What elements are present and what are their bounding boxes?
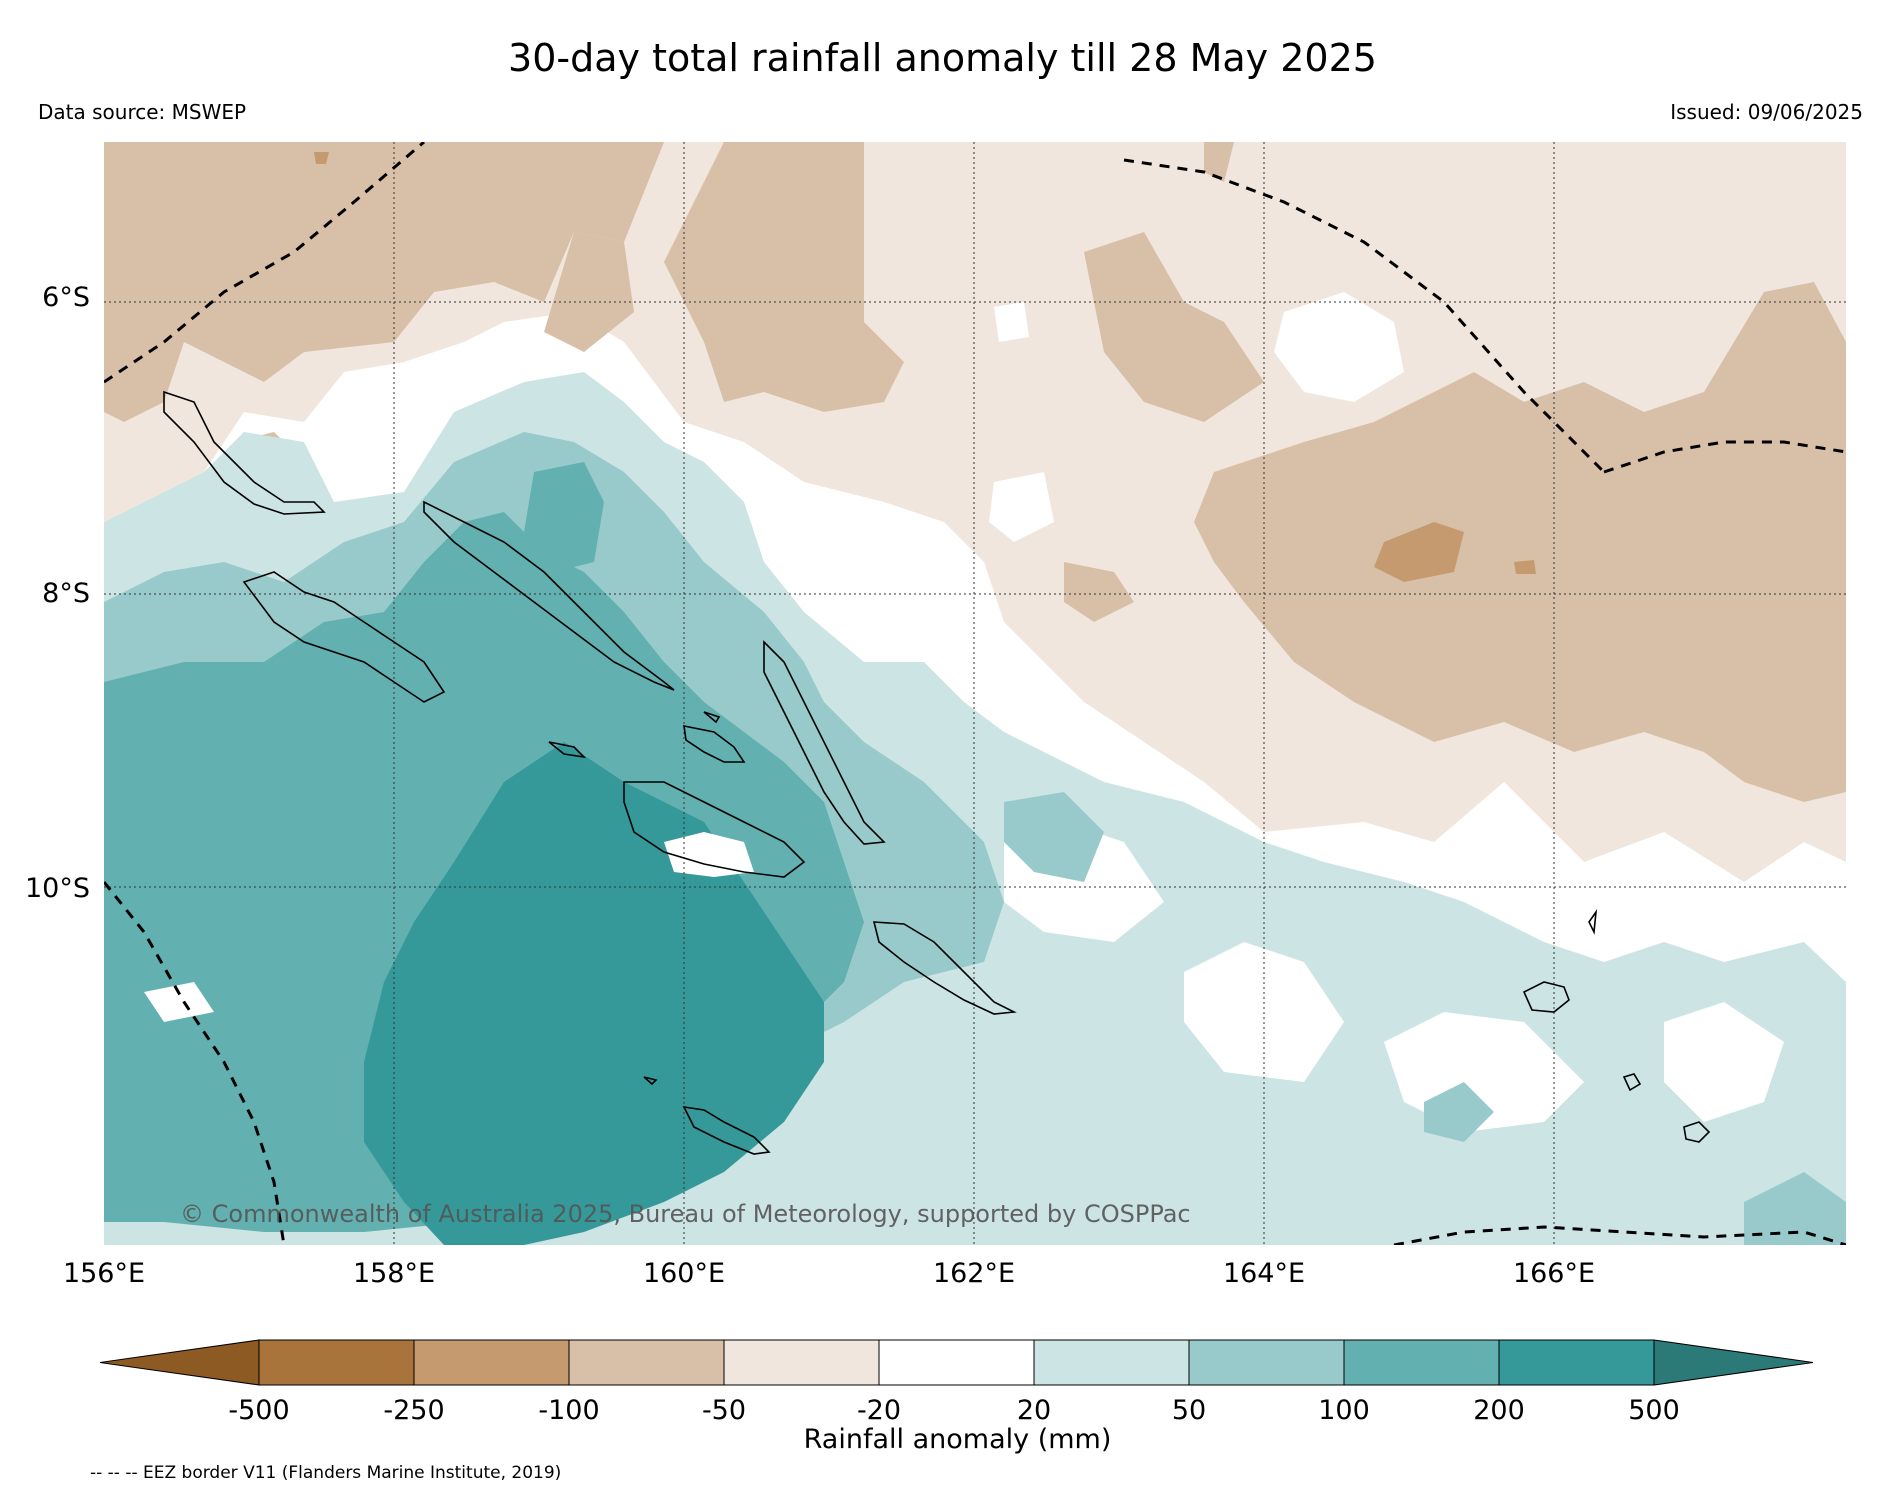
lon-label-162e: 162°E	[932, 1258, 1016, 1289]
neutral-pocket-wet-1	[664, 832, 754, 877]
colorbar-segment	[413, 1339, 570, 1386]
dry-region-medium-mid	[1064, 562, 1134, 622]
colorbar-segment	[1188, 1339, 1345, 1386]
choiseul-outline	[423, 500, 675, 691]
dry-region-medium-southeast	[1194, 282, 1846, 802]
colorbar-tick: 200	[1473, 1395, 1525, 1426]
issued-date-label: Issued: 09/06/2025	[1670, 100, 1863, 124]
dry-region-medium-center	[664, 142, 904, 412]
bougainville-outline	[163, 390, 326, 515]
vanikoro-outline	[1683, 1121, 1711, 1143]
lon-label-156e: 156°E	[62, 1258, 146, 1289]
wet-neutral-pocket-2	[989, 472, 1054, 542]
colorbar-tick: 50	[1171, 1395, 1207, 1426]
colorbar-extend-low	[99, 1339, 260, 1386]
colorbar	[99, 1335, 1820, 1395]
dry-region-dark	[1374, 522, 1464, 582]
colorbar-segment	[1343, 1339, 1500, 1386]
lat-label-6s: 6°S	[42, 282, 90, 313]
eez-border-east	[1603, 440, 1846, 474]
colorbar-segment	[258, 1339, 415, 1386]
wet-region-medium-east	[1004, 792, 1846, 1245]
colorbar-title: Rainfall anomaly (mm)	[803, 1424, 1112, 1455]
data-source-label: Data source: MSWEP	[38, 100, 247, 124]
eez-border	[104, 142, 1846, 1245]
wet-region-dark-north	[524, 462, 604, 572]
colorbar-tick: -500	[228, 1395, 290, 1426]
small-islets	[548, 711, 1598, 1086]
colorbar-tick: 20	[1016, 1395, 1052, 1426]
colorbar-tick: 500	[1628, 1395, 1680, 1426]
dry-region-medium-north2	[544, 232, 634, 352]
colorbar-segment	[723, 1339, 880, 1386]
eez-border-northeast	[1123, 158, 1606, 474]
new-georgia-outline	[242, 571, 446, 703]
colorbar-extend-high	[1653, 1339, 1814, 1386]
rainfall-anomaly-map	[104, 142, 1846, 1245]
colorbar-segment	[1033, 1339, 1190, 1386]
eez-border-northwest	[104, 142, 425, 384]
dry-region-medium-east	[1084, 142, 1264, 422]
colorbar-tick: -250	[383, 1395, 445, 1426]
utupua-outline	[1622, 1073, 1642, 1092]
copyright-notice: © Commonwealth of Australia 2025, Bureau…	[180, 1200, 1191, 1228]
colorbar-segment	[878, 1339, 1035, 1386]
guadalcanal-outline	[623, 781, 806, 878]
colorbar-tick: -50	[701, 1395, 747, 1426]
santa-isabel-outline	[763, 640, 886, 845]
colorbar-tick: 100	[1318, 1395, 1370, 1426]
dry-region-medium-north	[104, 142, 664, 422]
lat-label-8s: 8°S	[42, 578, 90, 609]
rennell-outline	[682, 1105, 771, 1155]
chart-title: 30-day total rainfall anomaly till 28 Ma…	[508, 36, 1377, 80]
neutral-pocket-wet-2	[144, 982, 214, 1022]
santa-cruz-outline	[1522, 981, 1570, 1013]
lon-label-164e: 164°E	[1222, 1258, 1306, 1289]
wet-neutral-pocket-3	[994, 302, 1029, 342]
malaita-outline	[683, 724, 746, 763]
makira-outline	[872, 921, 1017, 1015]
eez-legend-note: -- -- -- EEZ border V11 (Flanders Marine…	[90, 1463, 562, 1483]
lon-label-158e: 158°E	[352, 1258, 436, 1289]
neutral-pocket-south-4	[1664, 1002, 1784, 1122]
island-outlines	[163, 390, 1711, 1155]
wet-neutral-pocket-1	[1274, 292, 1404, 402]
eez-border-southwest	[104, 881, 286, 1245]
graticule	[104, 142, 1846, 1245]
lon-label-166e: 166°E	[1512, 1258, 1596, 1289]
colorbar-segment	[1498, 1339, 1655, 1386]
colorbar-tick: -100	[538, 1395, 600, 1426]
colorbar-tick: -20	[856, 1395, 902, 1426]
lon-label-160e: 160°E	[642, 1258, 726, 1289]
colorbar-segment	[568, 1339, 725, 1386]
lat-label-10s: 10°S	[25, 873, 90, 904]
